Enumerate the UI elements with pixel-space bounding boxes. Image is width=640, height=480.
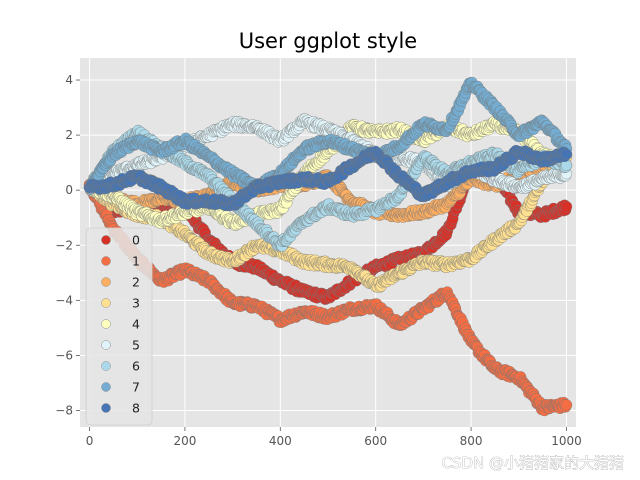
data-point	[560, 399, 573, 411]
legend-marker	[101, 277, 111, 287]
x-tick-label: 800	[460, 434, 483, 448]
y-tick-label: 2	[65, 128, 73, 142]
legend-label: 4	[132, 317, 140, 332]
legend-label: 0	[132, 233, 140, 248]
legend-marker	[101, 256, 111, 266]
legend-marker	[101, 403, 111, 413]
legend-label: 5	[132, 338, 140, 353]
y-tick-label: 0	[65, 183, 73, 197]
watermark-text: CSDN @小猪猪家的大猪猪	[441, 454, 624, 472]
y-tick-label: −2	[55, 238, 73, 252]
data-point	[560, 148, 573, 161]
legend-box	[85, 227, 153, 426]
legend-label: 3	[132, 296, 140, 311]
legend: 0 1 2 3 4 5 6 7 8	[85, 227, 153, 426]
chart-title: User ggplot style	[239, 29, 417, 53]
data-point	[560, 201, 573, 213]
legend-marker	[101, 361, 111, 371]
x-tick-label: 200	[173, 434, 196, 448]
y-tick-label: 4	[65, 73, 73, 87]
legend-marker	[101, 340, 111, 350]
x-tick-label: 1000	[551, 434, 582, 448]
legend-label: 1	[132, 254, 140, 269]
legend-label: 2	[132, 275, 140, 290]
data-points	[83, 76, 573, 417]
legend-marker	[101, 235, 111, 245]
y-tick-label: −6	[55, 348, 73, 362]
y-tick-label: −4	[55, 293, 73, 307]
legend-marker	[101, 382, 111, 392]
x-tick-label: 600	[364, 434, 387, 448]
legend-marker	[101, 319, 111, 329]
legend-label: 7	[132, 380, 140, 395]
legend-label: 8	[132, 401, 140, 416]
x-tick-label: 400	[269, 434, 292, 448]
legend-marker	[101, 298, 111, 308]
legend-label: 6	[132, 359, 140, 374]
x-tick-label: 0	[86, 434, 94, 448]
y-tick-label: −8	[55, 403, 73, 417]
